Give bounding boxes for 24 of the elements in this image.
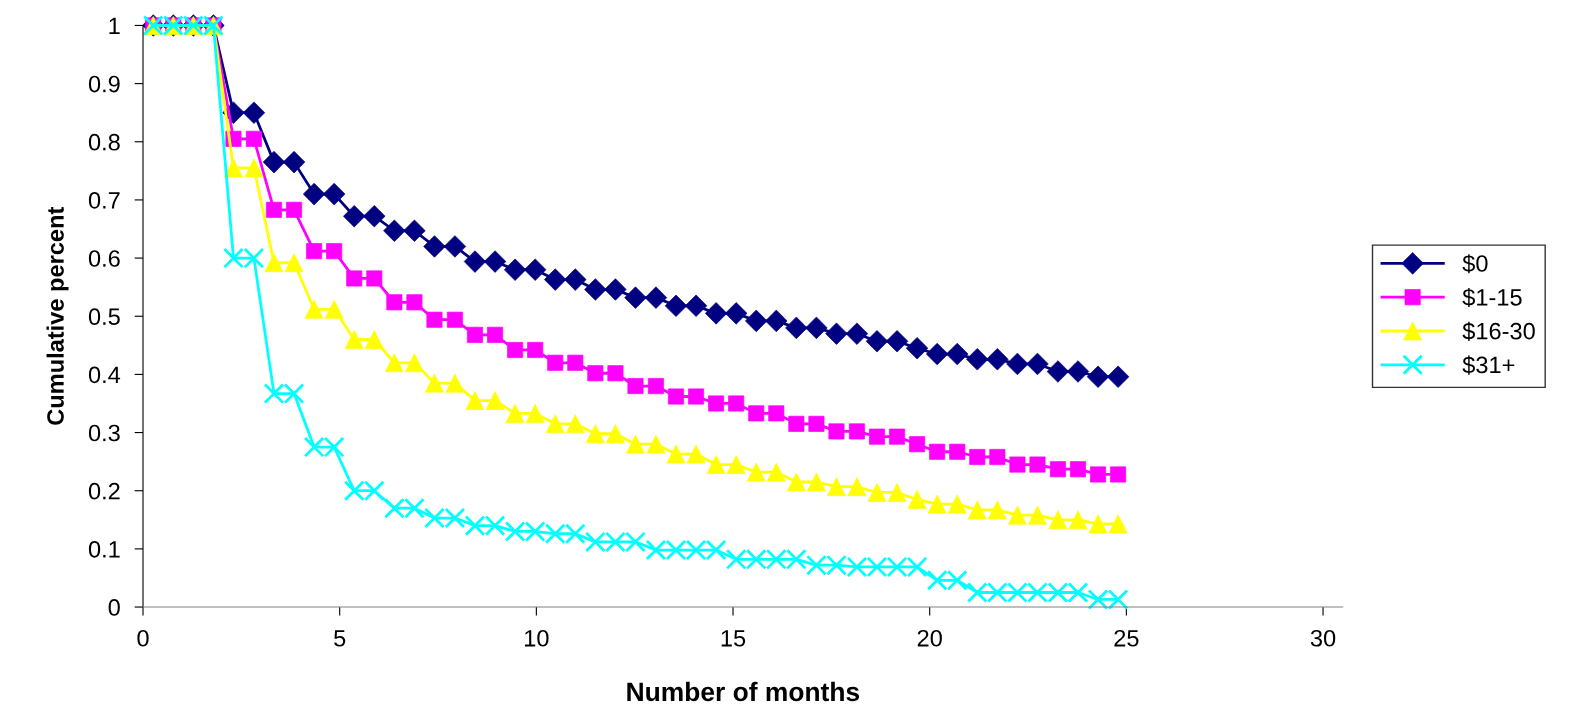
legend-label: $1-15 bbox=[1462, 287, 1522, 308]
x-tick-label: 25 bbox=[1114, 629, 1139, 647]
x-tick-label: 0 bbox=[137, 629, 149, 647]
y-tick-label: 0.2 bbox=[88, 482, 120, 500]
y-tick-label: 0.5 bbox=[88, 308, 120, 326]
x-tick-label: 5 bbox=[334, 630, 346, 647]
legend-label: $31+ bbox=[1462, 355, 1515, 375]
y-tick-label: 0.6 bbox=[88, 250, 120, 267]
y-tick-label: 1 bbox=[109, 17, 120, 34]
x-tick-label: 20 bbox=[917, 629, 942, 647]
y-tick-label: 0.3 bbox=[88, 424, 120, 442]
x-tick-label: 15 bbox=[721, 630, 746, 647]
x-tick-label: 30 bbox=[1310, 629, 1336, 647]
x-axis-title: Number of months bbox=[627, 681, 860, 702]
legend-label: $16-30 bbox=[1462, 321, 1535, 341]
y-tick-label: 0 bbox=[108, 599, 120, 616]
y-tick-label: 0.1 bbox=[88, 540, 120, 558]
y-tick-label: 0.9 bbox=[88, 75, 120, 93]
legend-label: $0 bbox=[1462, 254, 1488, 274]
y-tick-label: 0.7 bbox=[88, 191, 120, 209]
x-tick-label: 10 bbox=[525, 629, 549, 647]
y-tick-label: 0.4 bbox=[88, 366, 121, 384]
y-axis-title: Cumulative percent bbox=[46, 206, 69, 425]
y-tick-label: 0.8 bbox=[88, 133, 120, 151]
